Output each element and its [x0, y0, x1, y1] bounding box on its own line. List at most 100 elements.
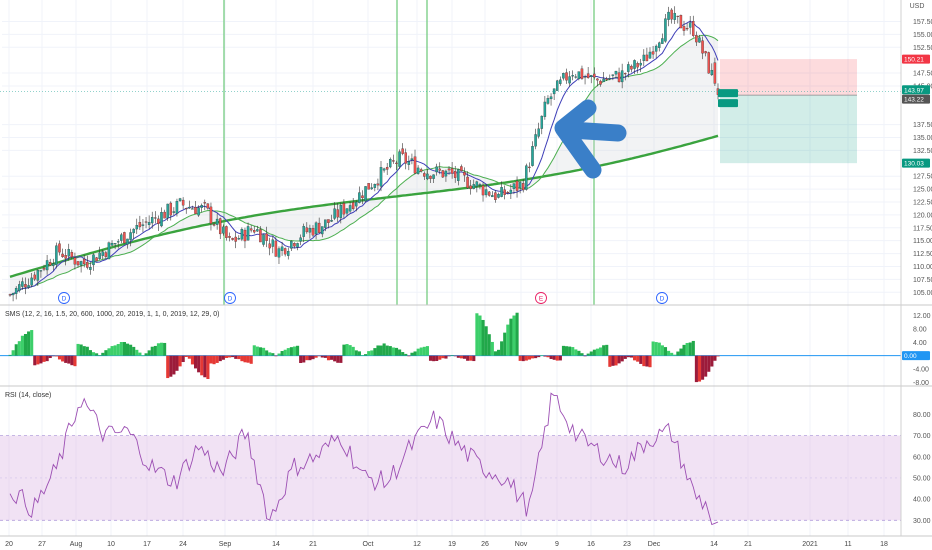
candle-body: [27, 285, 30, 288]
position-badge: [718, 89, 738, 108]
candle-body: [627, 64, 630, 72]
sms-bar: [376, 345, 380, 356]
candle-body: [104, 252, 108, 257]
candle-body: [407, 161, 411, 165]
dividend-marker-icon[interactable]: D: [224, 292, 236, 304]
candle-body: [163, 211, 166, 219]
sms-bar: [583, 355, 587, 357]
sms-bar: [419, 347, 423, 356]
rsi-axis-label: 80.00: [913, 412, 931, 419]
candle-body: [86, 262, 89, 268]
candle-body: [222, 226, 225, 234]
sms-bar: [636, 355, 640, 362]
candle-body: [518, 182, 522, 189]
sms-title[interactable]: SMS (12, 2, 16, 1.5, 20, 600, 1000, 20, …: [5, 311, 219, 318]
candle-body: [18, 284, 21, 291]
sms-bar: [642, 355, 646, 367]
sms-bar: [571, 347, 575, 356]
sms-bar: [441, 355, 445, 359]
sms-bar: [308, 355, 312, 361]
sms-bar: [364, 354, 368, 356]
price-axis-label: 127.50: [913, 174, 932, 181]
sms-bar: [268, 352, 272, 356]
candle-body: [21, 281, 24, 287]
sms-bar: [518, 355, 522, 361]
sms-bar: [546, 355, 550, 358]
sms-bar: [258, 347, 263, 356]
candle-body: [487, 191, 491, 196]
candle-body: [509, 189, 513, 194]
candle-body: [494, 192, 497, 200]
sms-bar: [243, 355, 247, 363]
candle-body: [367, 183, 370, 190]
candle-body: [206, 203, 210, 209]
candle-body: [552, 88, 556, 95]
candle-body: [107, 242, 111, 260]
sms-bar: [540, 355, 544, 356]
candle-body: [673, 12, 676, 20]
rsi-title[interactable]: RSI (14, close): [5, 392, 51, 399]
candle-body: [593, 73, 596, 78]
candle-body: [339, 205, 343, 218]
time-axis-label: Aug: [70, 541, 83, 548]
candle-body: [565, 72, 568, 81]
candle-body: [271, 239, 275, 247]
candle-body: [695, 35, 698, 43]
sms-bar: [543, 355, 547, 357]
arrow-annotation[interactable]: [554, 99, 627, 179]
candle-body: [528, 166, 531, 168]
sms-indicator-pane[interactable]: [0, 312, 901, 383]
sms-bar: [503, 332, 507, 356]
rsi-indicator-pane[interactable]: [0, 392, 901, 526]
candle-body: [348, 205, 352, 212]
dividend-marker-icon[interactable]: D: [58, 292, 70, 304]
sms-bar: [617, 355, 621, 364]
time-axis-label: Sep: [219, 541, 232, 548]
sms-bar: [184, 355, 188, 358]
sms-bar: [654, 342, 658, 356]
sms-bar: [506, 324, 510, 356]
sms-bar: [70, 355, 74, 366]
candle-body: [42, 267, 46, 270]
price-badge: 143.97: [902, 85, 930, 95]
candle-body: [540, 115, 544, 129]
candle-body: [568, 76, 571, 84]
candle-body: [692, 21, 695, 36]
sms-bar: [527, 355, 532, 360]
sms-bar: [252, 345, 256, 356]
candle-body: [648, 51, 652, 59]
candle-body: [358, 192, 361, 203]
time-axis-label: 14: [272, 541, 280, 548]
sms-bar: [360, 355, 365, 356]
candle-body: [682, 26, 686, 31]
candle-body: [79, 261, 83, 266]
candle-body: [701, 40, 704, 54]
candle-body: [191, 208, 194, 210]
candle-body: [617, 72, 621, 83]
sms-bar: [110, 346, 114, 356]
sms-bar: [530, 355, 535, 359]
sms-bar: [113, 345, 117, 356]
dividend-marker-icon[interactable]: D: [656, 292, 668, 304]
candle-body: [614, 70, 618, 75]
svg-text:D: D: [660, 296, 665, 303]
candle-body: [562, 73, 565, 79]
earnings-marker-icon[interactable]: E: [535, 292, 547, 304]
price-axis-label: 147.50: [913, 71, 932, 78]
candle-body: [531, 146, 534, 166]
candle-body: [630, 65, 633, 70]
short-position-tool[interactable]: [0, 59, 901, 164]
candle-body: [147, 222, 151, 226]
sms-bar: [11, 350, 15, 356]
candle-body: [633, 60, 636, 69]
sms-bar: [323, 355, 327, 358]
sms-bar: [605, 344, 609, 356]
sms-bar: [577, 350, 581, 356]
candle-body: [123, 232, 126, 244]
sms-bar: [141, 355, 145, 357]
sms-bar: [398, 349, 402, 356]
sms-bar: [333, 355, 337, 362]
